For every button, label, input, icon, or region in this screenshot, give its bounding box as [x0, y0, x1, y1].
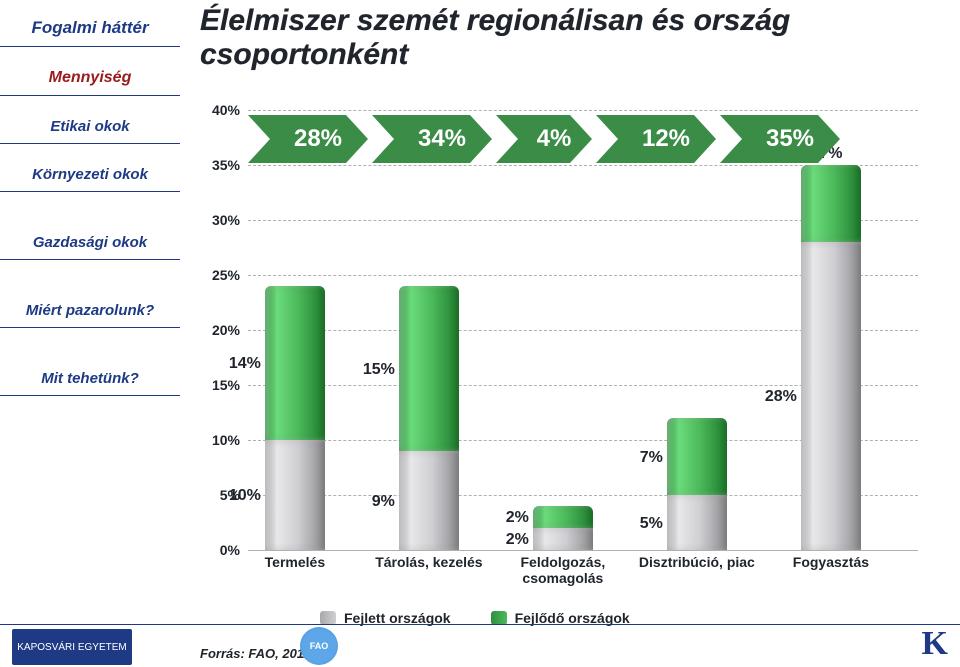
bar-segment-developing — [801, 165, 861, 242]
x-axis-label: Fogyasztás — [771, 550, 891, 570]
bottom-rule — [0, 624, 960, 626]
x-axis-label: Tárolás, kezelés — [369, 550, 489, 570]
ke-logo-icon: KAPOSVÁRI EGYETEM — [12, 629, 132, 665]
bar-segment-developed — [533, 528, 593, 550]
arrow-segment: 34% — [372, 115, 492, 163]
fao-logo-icon: FAO — [300, 627, 338, 665]
y-axis-label: 20% — [200, 322, 240, 338]
source-label: Forrás: FAO, 2011 — [200, 646, 310, 661]
sidebar-item-etikai[interactable]: Etikai okok — [0, 110, 180, 144]
arrow-segment: 12% — [596, 115, 716, 163]
bar-segment-developed — [399, 451, 459, 550]
sidebar-item-mennyiseg[interactable]: Mennyiség — [0, 61, 180, 96]
arrow-segment: 35% — [720, 115, 840, 163]
y-axis-label: 25% — [200, 267, 240, 283]
bar-segment-developed — [265, 440, 325, 550]
bar-segment-developed — [801, 242, 861, 550]
sidebar-item-fogalmi[interactable]: Fogalmi háttér — [0, 10, 180, 47]
sidebar-item-kornyezeti[interactable]: Környezeti okok — [0, 158, 180, 192]
bar-segment-developed — [667, 495, 727, 550]
k-logo-icon: K — [922, 625, 948, 663]
bar-value-label: 5% — [619, 515, 663, 533]
bar-segment-developing — [399, 286, 459, 451]
bar-segment-developing — [533, 506, 593, 528]
x-axis-label: Disztribúció, piac — [637, 550, 757, 570]
x-axis-label: Termelés — [235, 550, 355, 570]
slide-title: Élelmiszer szemét regionálisan és ország… — [200, 4, 940, 72]
sidebar-item-mit[interactable]: Mit tehetünk? — [0, 362, 180, 396]
sidebar-item-miert[interactable]: Miért pazarolunk? — [0, 294, 180, 328]
bar-value-label: 15% — [351, 361, 395, 379]
bar-value-label: 9% — [351, 493, 395, 511]
plot-area: 0%5%10%15%20%25%30%35%40%10%14%Termelés9… — [248, 110, 918, 550]
bar-value-label: 2% — [485, 531, 529, 549]
arrow-segment: 4% — [496, 115, 592, 163]
y-axis-label: 10% — [200, 432, 240, 448]
bar-value-label: 7% — [619, 449, 663, 467]
arrow-strip: 28%34%4%12%35% — [248, 115, 840, 163]
bar-segment-developing — [667, 418, 727, 495]
chart-area: 0%5%10%15%20%25%30%35%40%10%14%Termelés9… — [200, 110, 920, 590]
bar-value-label: 2% — [485, 509, 529, 527]
bar-value-label: 10% — [217, 487, 261, 505]
bar-value-label: 28% — [753, 388, 797, 406]
bar-segment-developing — [265, 286, 325, 440]
sidebar: Fogalmi háttér Mennyiség Etikai okok Kör… — [0, 10, 180, 396]
y-axis-label: 40% — [200, 102, 240, 118]
y-axis-label: 15% — [200, 377, 240, 393]
grid-line — [248, 110, 918, 111]
y-axis-label: 30% — [200, 212, 240, 228]
x-axis-label: Feldolgozás, csomagolás — [503, 550, 623, 586]
bar-value-label: 14% — [217, 355, 261, 373]
sidebar-item-gazdasagi[interactable]: Gazdasági okok — [0, 226, 180, 260]
arrow-segment: 28% — [248, 115, 368, 163]
y-axis-label: 35% — [200, 157, 240, 173]
